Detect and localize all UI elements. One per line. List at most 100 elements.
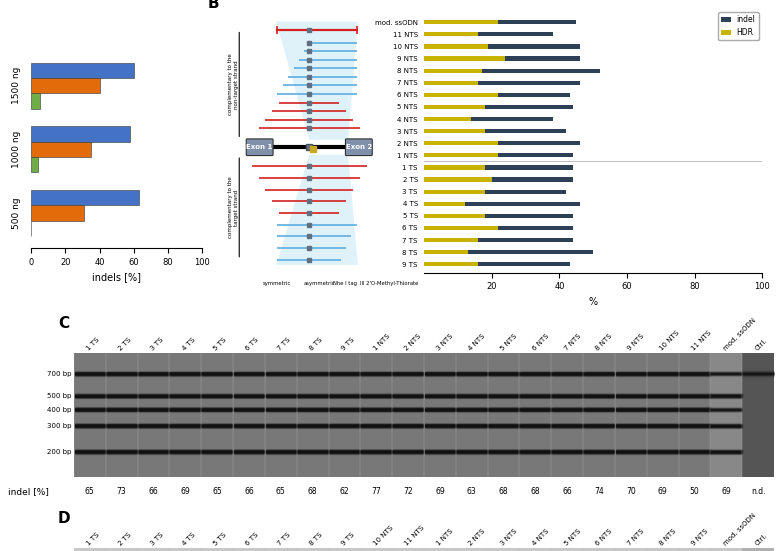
Bar: [424, 93, 499, 97]
Text: 66: 66: [562, 487, 572, 496]
Text: 400 bp: 400 bp: [47, 407, 72, 413]
Text: 6 TS: 6 TS: [245, 532, 260, 547]
Bar: [170, 548, 202, 551]
Text: 7 TS: 7 TS: [276, 337, 292, 352]
Bar: [424, 105, 485, 109]
Bar: [360, 548, 392, 551]
Text: 6 TS: 6 TS: [245, 337, 260, 352]
Text: 8 NTS: 8 NTS: [658, 528, 678, 547]
Bar: [710, 353, 742, 477]
Text: 5 NTS: 5 NTS: [563, 528, 582, 547]
Text: 65: 65: [85, 487, 95, 496]
Bar: [742, 548, 774, 551]
Text: D: D: [58, 511, 71, 526]
Bar: [615, 353, 647, 477]
Text: 8 TS: 8 TS: [308, 337, 324, 352]
Text: 3 TS: 3 TS: [149, 532, 164, 547]
Text: Ctrl.: Ctrl.: [754, 337, 769, 352]
Text: III 2'O-Methyl-Thiorate: III 2'O-Methyl-Thiorate: [359, 281, 419, 286]
Bar: [424, 548, 456, 551]
Polygon shape: [276, 21, 358, 140]
Bar: [424, 20, 499, 24]
Bar: [424, 105, 573, 109]
Text: mod. ssODN: mod. ssODN: [722, 512, 757, 547]
Text: Exon 2: Exon 2: [345, 144, 372, 150]
Bar: [424, 214, 573, 218]
Bar: [615, 548, 647, 551]
Bar: [392, 353, 424, 477]
Text: 10 NTS: 10 NTS: [658, 329, 681, 352]
Bar: [424, 165, 485, 170]
Text: 2 NTS: 2 NTS: [404, 333, 422, 352]
Text: 3 TS: 3 TS: [149, 337, 164, 352]
Text: 70: 70: [626, 487, 636, 496]
Text: 68: 68: [499, 487, 508, 496]
Bar: [424, 165, 573, 170]
Bar: [678, 548, 710, 551]
Bar: [296, 353, 328, 477]
Bar: [520, 353, 552, 477]
Text: 5 TS: 5 TS: [213, 532, 228, 547]
Bar: [424, 141, 499, 145]
Bar: [424, 262, 569, 266]
Text: 63: 63: [467, 487, 477, 496]
Bar: [456, 548, 488, 551]
Bar: [424, 238, 573, 242]
Bar: [424, 44, 489, 48]
Bar: [138, 353, 170, 477]
Text: C: C: [58, 316, 69, 331]
Bar: [31, 93, 40, 109]
Bar: [106, 548, 138, 551]
Bar: [31, 78, 100, 93]
Bar: [647, 548, 678, 551]
Bar: [138, 548, 170, 551]
Text: 11 NTS: 11 NTS: [404, 525, 426, 547]
Bar: [328, 353, 360, 477]
Bar: [424, 262, 478, 266]
FancyBboxPatch shape: [345, 139, 372, 155]
Bar: [488, 353, 520, 477]
Text: mod. ssODN: mod. ssODN: [722, 317, 757, 352]
Text: 62: 62: [340, 487, 349, 496]
Legend: indel, HDR: indel, HDR: [718, 13, 759, 40]
Text: 50: 50: [689, 487, 699, 496]
Bar: [678, 353, 710, 477]
Bar: [424, 129, 566, 133]
Text: 2 TS: 2 TS: [117, 532, 132, 547]
Bar: [424, 141, 580, 145]
Text: 1 NTS: 1 NTS: [372, 333, 391, 352]
Bar: [31, 63, 134, 78]
Bar: [31, 206, 84, 220]
Bar: [106, 353, 138, 477]
Text: 700 bp: 700 bp: [47, 371, 72, 377]
Text: 72: 72: [403, 487, 413, 496]
Bar: [424, 202, 580, 206]
Bar: [424, 80, 580, 85]
Bar: [31, 142, 91, 157]
Text: 2 TS: 2 TS: [117, 337, 132, 352]
Text: 69: 69: [180, 487, 190, 496]
Bar: [202, 353, 233, 477]
Text: 69: 69: [435, 487, 445, 496]
Polygon shape: [276, 155, 358, 265]
Bar: [424, 44, 580, 48]
Bar: [424, 250, 593, 255]
FancyBboxPatch shape: [246, 139, 273, 155]
Bar: [424, 93, 569, 97]
Bar: [424, 117, 552, 121]
Text: 9 NTS: 9 NTS: [690, 528, 709, 547]
Bar: [265, 353, 296, 477]
Text: 65: 65: [212, 487, 222, 496]
Text: 3 NTS: 3 NTS: [499, 528, 518, 547]
Legend: CRISPR/Cas9, TALEN, ZFN: CRISPR/Cas9, TALEN, ZFN: [470, 21, 541, 62]
Bar: [456, 353, 488, 477]
Text: 1 NTS: 1 NTS: [436, 528, 454, 547]
Text: indel [%]: indel [%]: [8, 487, 48, 496]
Text: 1 TS: 1 TS: [86, 337, 100, 352]
Text: Exon 1: Exon 1: [247, 144, 273, 150]
Text: complementary to the
non-target strand: complementary to the non-target strand: [229, 53, 239, 115]
Text: 7 TS: 7 TS: [276, 532, 292, 547]
Text: 10 NTS: 10 NTS: [372, 525, 394, 547]
Bar: [31, 126, 131, 142]
Bar: [424, 250, 468, 255]
